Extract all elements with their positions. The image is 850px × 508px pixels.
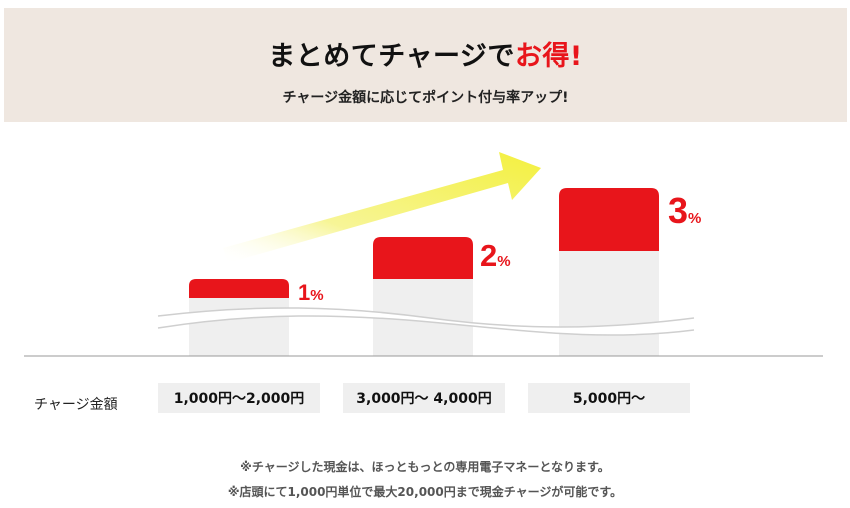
- charge-amount-label: チャージ金額: [34, 397, 118, 413]
- amount-tier-1: 1,000円～2,000円: [158, 383, 320, 413]
- rate-value: 1: [298, 280, 311, 305]
- header-banner: まとめてチャージでお得! チャージ金額に応じてポイント付与率アップ!: [4, 8, 847, 122]
- amount-tier-2: 3,000円～ 4,000円: [343, 383, 505, 413]
- bar-tier-1-red: [189, 279, 289, 298]
- rate-value: 2: [480, 238, 498, 273]
- rate-label-tier-1: 1%: [298, 282, 324, 304]
- title-accent: お得!: [514, 41, 583, 72]
- rate-label-tier-2: 2%: [480, 240, 511, 271]
- amount-tier-3: 5,000円～: [528, 383, 690, 413]
- page-subtitle: チャージ金額に応じてポイント付与率アップ!: [282, 90, 569, 106]
- bar-tier-2-red: [373, 237, 473, 279]
- rate-value: 3: [668, 190, 689, 231]
- rate-unit: %: [688, 210, 702, 227]
- rate-label-tier-3: 3%: [668, 193, 701, 229]
- bar-tier-3-red: [559, 188, 659, 251]
- bar-tier-2: [373, 237, 473, 356]
- page-title: まとめてチャージでお得!: [4, 34, 847, 73]
- note-charge-limit: ※店頭にて1,000円単位で最大20,000円まで現金チャージが可能です。: [227, 485, 623, 499]
- bar-tier-1-gray: [189, 298, 289, 356]
- rate-unit: %: [310, 287, 324, 304]
- title-prefix: まとめてチャージで: [268, 41, 515, 72]
- bar-tier-3: [559, 188, 659, 356]
- axis-break-line-bottom: [157, 315, 695, 336]
- note-electronic-money: ※チャージした現金は、ほっともっとの専用電子マネーとなります。: [240, 460, 610, 474]
- rate-unit: %: [497, 253, 511, 270]
- bar-tier-3-gray: [559, 251, 659, 356]
- axis-break-line-top: [157, 307, 695, 328]
- growth-arrow-icon: [223, 152, 541, 263]
